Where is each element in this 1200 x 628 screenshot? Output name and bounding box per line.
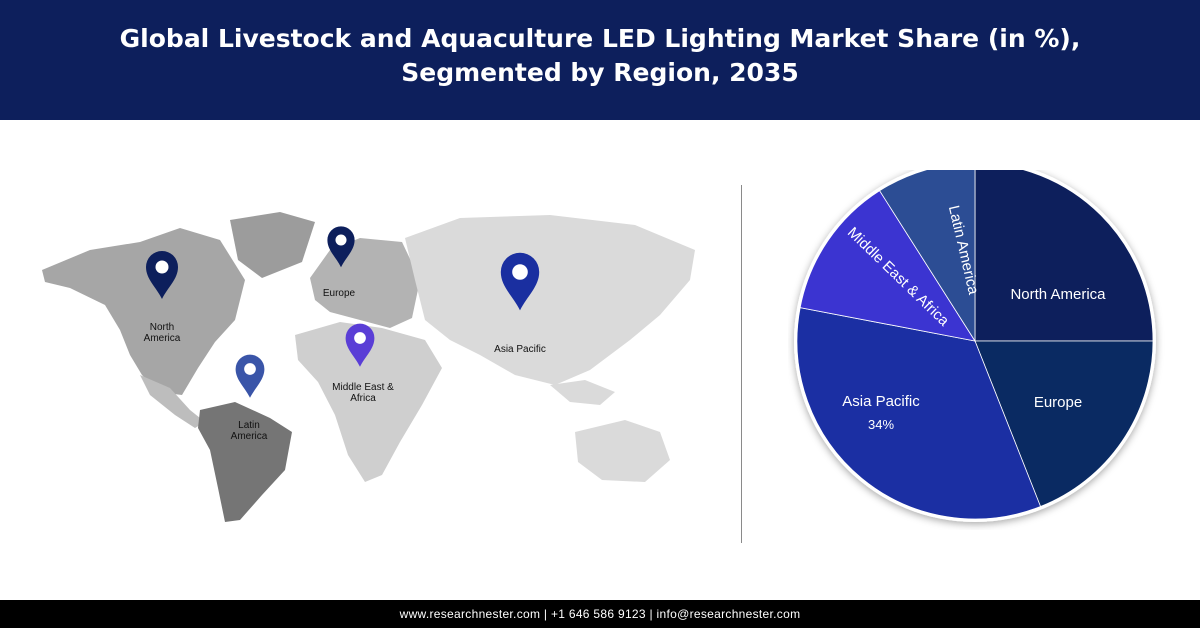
title-banner: Global Livestock and Aquaculture LED Lig… [0, 0, 1200, 120]
map-south-america [198, 402, 292, 522]
map-label-line: Latin [238, 420, 260, 431]
map-label-line: America [231, 431, 268, 442]
map-label-line: North [150, 322, 174, 333]
map-label-asia-pacific: Asia Pacific [494, 344, 546, 355]
map-pin-north-america [146, 251, 178, 299]
map-africa [295, 322, 442, 482]
map-pin-latin-america [235, 354, 265, 398]
pie-label: Asia Pacific [842, 393, 920, 410]
pie-slice-middle-east-africa [799, 190, 976, 342]
pie-label: Europe [1034, 394, 1082, 411]
pin-marker-icon [327, 226, 355, 268]
map-label-north-america: North America [144, 322, 181, 344]
map-label-line: America [144, 333, 181, 344]
pin-dot [354, 332, 366, 344]
title-line-1: Global Livestock and Aquaculture LED Lig… [119, 24, 1081, 53]
pin-marker-icon [146, 251, 178, 299]
pin-dot [335, 234, 347, 246]
pie-slice-north-america [974, 170, 1154, 342]
pin-dot [155, 260, 169, 274]
map-label-europe: Europe [323, 288, 356, 299]
map-southeast-asia [550, 380, 615, 405]
title-line-2: Segmented by Region, 2035 [401, 58, 799, 87]
map-pin-asia-pacific [500, 252, 540, 311]
pin-dot [244, 363, 256, 375]
map-pin-middle-east-africa [345, 323, 375, 367]
map-label-line: Middle East & [332, 382, 394, 393]
pie-label: North America [1010, 286, 1106, 303]
map-europe [310, 238, 420, 328]
pie-slice-asia-pacific [796, 307, 1042, 520]
pin-marker-icon [235, 354, 265, 398]
map-label-middle-east-africa: Middle East & Africa [332, 382, 394, 404]
map-australia [575, 420, 670, 482]
pie-slice-europe [974, 340, 1154, 508]
map-pin-europe [327, 226, 355, 268]
pin-marker-icon [500, 252, 540, 311]
pin-dot [512, 264, 528, 280]
footer-contact: www.researchnester.com | +1 646 586 9123… [0, 600, 1200, 628]
map-label-line: Africa [350, 393, 376, 404]
map-label-line: Europe [323, 288, 356, 299]
pie-value-label: 34% [868, 417, 894, 432]
map-label-latin-america: Latin America [231, 420, 268, 442]
pin-marker-icon [345, 323, 375, 367]
map-asia [405, 215, 695, 385]
map-label-line: Asia Pacific [494, 344, 546, 355]
map-central-america [140, 375, 205, 428]
map-north-america [42, 228, 245, 395]
pie-slice-latin-america [879, 170, 976, 343]
section-divider [741, 185, 742, 543]
map-greenland [230, 212, 315, 278]
